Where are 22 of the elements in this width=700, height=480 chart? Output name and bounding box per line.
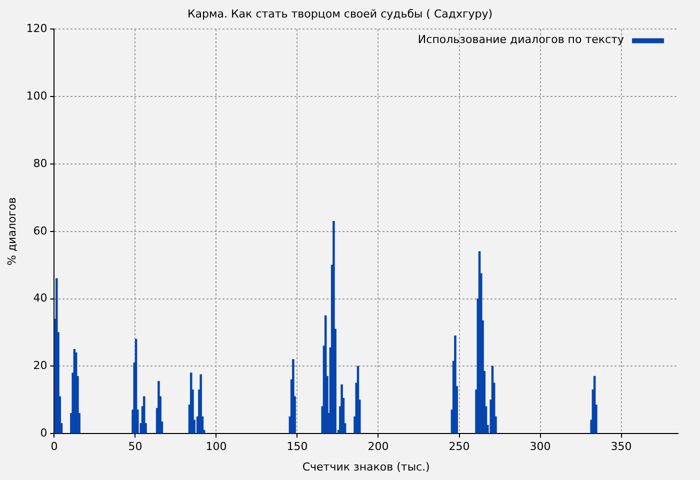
x-tick-label: 350	[610, 440, 632, 454]
x-tick-label: 250	[448, 440, 470, 454]
y-tick-label: 120	[26, 22, 48, 36]
y-tick-label: 60	[33, 224, 48, 238]
x-tick-label: 200	[368, 440, 389, 454]
y-tick-label: 100	[26, 89, 48, 102]
y-tick-label: 40	[33, 292, 48, 305]
x-axis-title: Счетчик знаков (тыс.)	[302, 460, 430, 474]
legend-label: Использование диалогов по тексту	[418, 33, 624, 46]
bar	[200, 374, 202, 434]
chart-title: Карма. Как стать творцом своей судьбы ( Садхгуру)	[187, 7, 493, 20]
bar	[142, 396, 146, 434]
bar	[340, 384, 343, 434]
x-tick-label: 300	[530, 440, 551, 454]
y-tick-label: 20	[33, 359, 48, 372]
x-tick-label: 0	[50, 440, 58, 454]
y-tick-label: 80	[33, 156, 48, 170]
x-tick-label: 50	[128, 440, 142, 454]
x-tick-label: 100	[206, 440, 227, 454]
y-tick-label: 0	[40, 426, 48, 440]
x-tick-label: 150	[286, 440, 308, 454]
y-axis-title: % диалогов	[5, 197, 18, 266]
